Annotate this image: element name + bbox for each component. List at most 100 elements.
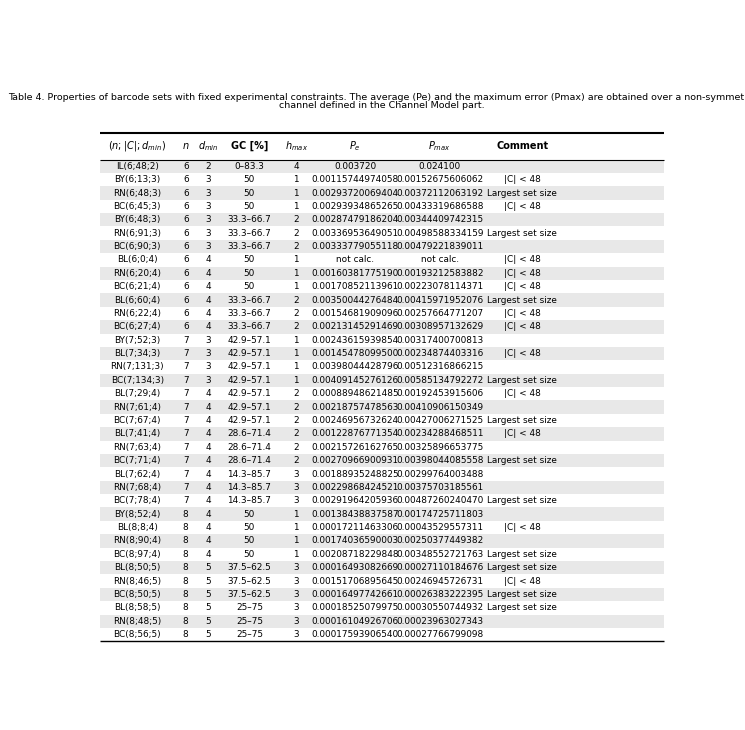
Bar	[100, 293, 664, 307]
Text: 0.00215726162765: 0.00215726162765	[311, 442, 399, 452]
Text: $n$: $n$	[182, 141, 189, 151]
Text: 7: 7	[183, 456, 188, 465]
Text: 0.00409145276126: 0.00409145276126	[311, 376, 399, 385]
Text: |C| < 48: |C| < 48	[504, 389, 541, 399]
Text: 28.6–71.4: 28.6–71.4	[227, 456, 271, 465]
Text: 1: 1	[294, 363, 299, 372]
Text: 0.00115744974058: 0.00115744974058	[311, 175, 399, 184]
Text: 8: 8	[183, 550, 188, 558]
Text: 2: 2	[294, 429, 299, 438]
Text: $P_{max}$: $P_{max}$	[428, 139, 451, 153]
Bar	[100, 160, 664, 173]
Text: BL(8;58;5): BL(8;58;5)	[114, 603, 160, 612]
Text: BL(6;0;4): BL(6;0;4)	[117, 255, 157, 264]
Text: 0.00174725711803: 0.00174725711803	[396, 510, 484, 518]
Text: 0.00170852113961: 0.00170852113961	[311, 283, 399, 291]
Text: RN(7;63;4): RN(7;63;4)	[113, 442, 161, 452]
Text: 0.00234288468511: 0.00234288468511	[396, 429, 484, 438]
Text: 8: 8	[183, 563, 188, 572]
Text: 0.00325896653775: 0.00325896653775	[396, 442, 484, 452]
Text: 0.00398044428796: 0.00398044428796	[311, 363, 399, 372]
Text: 0.00243615939854: 0.00243615939854	[311, 336, 399, 345]
Text: |C| < 48: |C| < 48	[504, 577, 541, 585]
Text: 0.00299764003488: 0.00299764003488	[396, 469, 484, 478]
Text: 0.00317400700813: 0.00317400700813	[396, 336, 484, 345]
Text: BL(7;34;3): BL(7;34;3)	[114, 349, 160, 358]
Text: 50: 50	[244, 510, 255, 518]
Text: RN(7;68;4): RN(7;68;4)	[113, 483, 162, 492]
Bar	[100, 253, 664, 266]
Text: 0.00291964205936: 0.00291964205936	[311, 496, 399, 505]
Bar	[100, 374, 664, 387]
Text: 2: 2	[294, 403, 299, 412]
Text: BL(7;29;4): BL(7;29;4)	[114, 389, 160, 399]
Text: 2: 2	[294, 442, 299, 452]
Text: $d_{min}$: $d_{min}$	[198, 139, 218, 153]
Text: RN(6;22;4): RN(6;22;4)	[113, 309, 161, 318]
Text: BC(8;50;5): BC(8;50;5)	[113, 590, 161, 599]
Text: 0.00160381775190: 0.00160381775190	[311, 269, 399, 278]
Text: 7: 7	[183, 363, 188, 372]
Text: |C| < 48: |C| < 48	[504, 269, 541, 278]
Text: 6: 6	[183, 309, 188, 318]
Text: 50: 50	[244, 537, 255, 545]
Text: 7: 7	[183, 496, 188, 505]
Text: 0.00088948621485: 0.00088948621485	[311, 389, 399, 399]
Text: 50: 50	[244, 550, 255, 558]
Text: 3: 3	[294, 483, 299, 492]
Text: 0.00213145291469: 0.00213145291469	[311, 323, 399, 331]
Text: 2: 2	[294, 309, 299, 318]
Text: BL(8;50;5): BL(8;50;5)	[114, 563, 160, 572]
Text: Largest set size: Largest set size	[487, 376, 557, 385]
Text: 1: 1	[294, 269, 299, 278]
Text: 5: 5	[206, 603, 211, 612]
Text: Largest set size: Largest set size	[487, 590, 557, 599]
Text: 0.00018525079975: 0.00018525079975	[311, 603, 399, 612]
Text: RN(6;20;4): RN(6;20;4)	[113, 269, 161, 278]
Text: 6: 6	[183, 242, 188, 251]
Bar	[100, 361, 664, 374]
Text: RN(8;46;5): RN(8;46;5)	[113, 577, 162, 585]
Text: Largest set size: Largest set size	[487, 188, 557, 198]
Bar	[100, 186, 664, 200]
Text: BY(8;52;4): BY(8;52;4)	[114, 510, 160, 518]
Text: 2: 2	[206, 162, 211, 171]
Text: 0.00287479186204: 0.00287479186204	[311, 215, 399, 224]
Text: 37.5–62.5: 37.5–62.5	[227, 590, 271, 599]
Text: 0.00512316866215: 0.00512316866215	[396, 363, 484, 372]
Text: |C| < 48: |C| < 48	[504, 523, 541, 532]
Bar	[100, 454, 664, 467]
Text: 2: 2	[294, 296, 299, 304]
Text: 4: 4	[206, 456, 211, 465]
Text: Largest set size: Largest set size	[487, 563, 557, 572]
Text: 2: 2	[294, 242, 299, 251]
Text: 0.00270966900931: 0.00270966900931	[311, 456, 399, 465]
Text: |C| < 48: |C| < 48	[504, 429, 541, 438]
Text: 6: 6	[183, 296, 188, 304]
Text: 0.00487260240470: 0.00487260240470	[396, 496, 484, 505]
Text: BC(7;134;3): BC(7;134;3)	[111, 376, 164, 385]
Text: 0.00192453915606: 0.00192453915606	[396, 389, 484, 399]
Text: 3: 3	[294, 630, 299, 639]
Text: 7: 7	[183, 483, 188, 492]
Bar	[100, 494, 664, 507]
Text: 6: 6	[183, 175, 188, 184]
Text: Largest set size: Largest set size	[487, 228, 557, 238]
Text: 0.00229868424521: 0.00229868424521	[311, 483, 399, 492]
Text: 2: 2	[294, 389, 299, 399]
Text: 8: 8	[183, 603, 188, 612]
Text: 0.00246945726731: 0.00246945726731	[396, 577, 484, 585]
Text: 3: 3	[206, 215, 211, 224]
Text: 3: 3	[294, 617, 299, 626]
Text: 8: 8	[183, 510, 188, 518]
Text: 4: 4	[206, 416, 211, 425]
Text: 0.00223078114371: 0.00223078114371	[396, 283, 484, 291]
Text: 0.00336953649051: 0.00336953649051	[311, 228, 399, 238]
Text: BL(7;62;4): BL(7;62;4)	[114, 469, 160, 478]
Bar	[100, 266, 664, 280]
Text: 0.00030550744932: 0.00030550744932	[396, 603, 484, 612]
Text: 4: 4	[206, 429, 211, 438]
Text: 4: 4	[206, 442, 211, 452]
Text: $(n; |C|; d_{min})$: $(n; |C|; d_{min})$	[108, 139, 166, 153]
Text: 4: 4	[206, 523, 211, 532]
